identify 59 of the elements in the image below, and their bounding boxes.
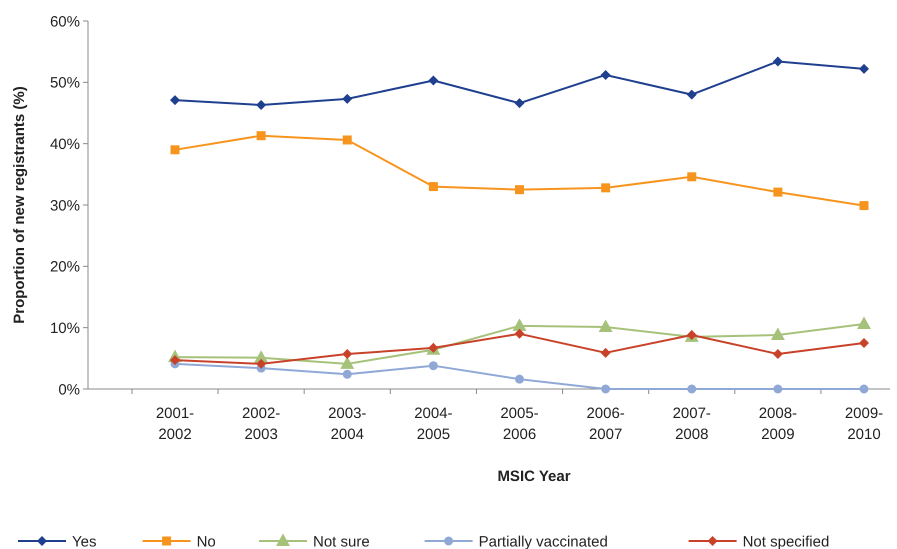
x-tick-label: 2009-2010 (844, 405, 884, 443)
y-tick-label: 50% (50, 74, 80, 92)
point (514, 98, 524, 108)
x-tick-label: 2002-2003 (242, 405, 280, 443)
point (600, 348, 611, 358)
point (170, 95, 180, 106)
point (514, 328, 524, 339)
point (770, 328, 785, 340)
point (600, 70, 611, 80)
point (773, 384, 782, 394)
point (342, 135, 352, 144)
point (428, 75, 438, 86)
y-tick-label: 0% (58, 381, 80, 398)
y-tick-label: 60% (50, 13, 80, 30)
point (601, 384, 610, 394)
point (687, 384, 696, 394)
point (515, 374, 524, 384)
point (428, 361, 438, 370)
y-tick-label: 30% (50, 197, 80, 214)
point (860, 201, 868, 210)
legend-label: No (196, 533, 216, 549)
point (342, 349, 352, 360)
x-tick-label: 2004-2005 (414, 405, 453, 443)
point (342, 94, 352, 104)
point (340, 356, 354, 369)
point (512, 318, 526, 331)
legend-label: Not sure (313, 533, 370, 549)
y-tick-label: 40% (50, 136, 80, 153)
legend-label: Not specified (742, 533, 830, 549)
point (256, 131, 266, 140)
legend-label: Partially vaccinated (478, 533, 608, 549)
point (515, 185, 524, 194)
point (772, 56, 783, 66)
y-tick-label: 20% (50, 258, 80, 276)
x-tick-label: 2007-2008 (672, 405, 711, 443)
x-tick-label: 2001-2002 (156, 405, 194, 443)
y-axis-title: Proportion of new registrants (%) (11, 86, 28, 324)
x-tick-label: 2005-2006 (500, 405, 539, 443)
point (687, 172, 696, 182)
point (256, 100, 266, 110)
point (170, 145, 180, 154)
x-tick-label: 2006-2007 (586, 405, 625, 443)
point (428, 182, 438, 192)
point (256, 358, 266, 369)
y-tick-label: 10% (50, 320, 80, 337)
legend-label: Yes (72, 533, 96, 549)
point (857, 316, 871, 329)
point (601, 183, 610, 192)
point (860, 384, 868, 394)
x-axis-title: MSIC Year (497, 468, 571, 485)
point (772, 349, 783, 360)
point (598, 320, 613, 332)
x-tick-label: 2003-2004 (328, 405, 366, 443)
point (686, 90, 697, 100)
x-tick-label: 2008-2009 (758, 405, 798, 443)
point (773, 188, 782, 197)
point (859, 338, 869, 348)
point (859, 64, 869, 74)
point (342, 370, 352, 379)
